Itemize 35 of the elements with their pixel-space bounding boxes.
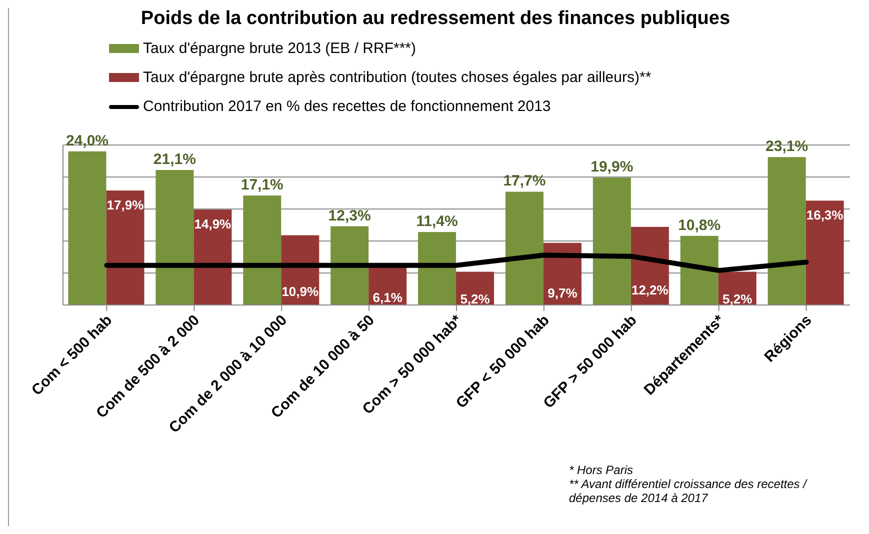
data-label: 17,7% — [503, 172, 546, 190]
legend-label: Taux d'épargne brute 2013 (EB / RRF***) — [143, 40, 416, 57]
data-label: 9,7% — [548, 286, 578, 301]
bar — [505, 192, 544, 305]
data-label: 12,3% — [328, 207, 371, 224]
bar — [106, 190, 144, 305]
bar — [418, 232, 456, 305]
bar — [243, 196, 282, 305]
bar — [68, 151, 106, 305]
data-label: 10,8% — [678, 216, 721, 234]
data-label: 6,1% — [372, 290, 403, 306]
data-label: 16,3% — [806, 208, 844, 223]
legend-label: Contribution 2017 en % des recettes de fonctionnement 2013 — [143, 98, 551, 115]
data-label: 24,0% — [66, 132, 109, 150]
bar — [680, 236, 718, 305]
text: ** Avant différentiel croissance des recettes / dépenses de 2014 à 2017 — [569, 477, 808, 505]
data-label: 23,1% — [766, 138, 808, 156]
data-label: 19,9% — [590, 158, 634, 176]
data-label: 5,2% — [460, 291, 490, 306]
data-label: 5,2% — [722, 291, 753, 306]
data-label: 14,9% — [194, 216, 232, 232]
chart-title: Poids de la contribution au redressement des finances publiques — [140, 8, 732, 30]
bar — [330, 226, 369, 305]
data-label: 17,9% — [106, 197, 144, 212]
data-label: 10,9% — [282, 284, 319, 300]
text: * Hors Paris — [569, 463, 634, 477]
bar — [156, 170, 194, 305]
data-label: 11,4% — [416, 213, 458, 230]
legend-label: Taux d'épargne brute après contribution (toutes choses égales par ailleurs)** — [143, 69, 652, 86]
data-label: 12,2% — [631, 282, 669, 298]
data-label: 21,1% — [153, 150, 196, 168]
bar — [806, 200, 844, 305]
data-label: 17,1% — [240, 176, 284, 194]
bar — [592, 178, 631, 305]
bar — [768, 157, 806, 305]
